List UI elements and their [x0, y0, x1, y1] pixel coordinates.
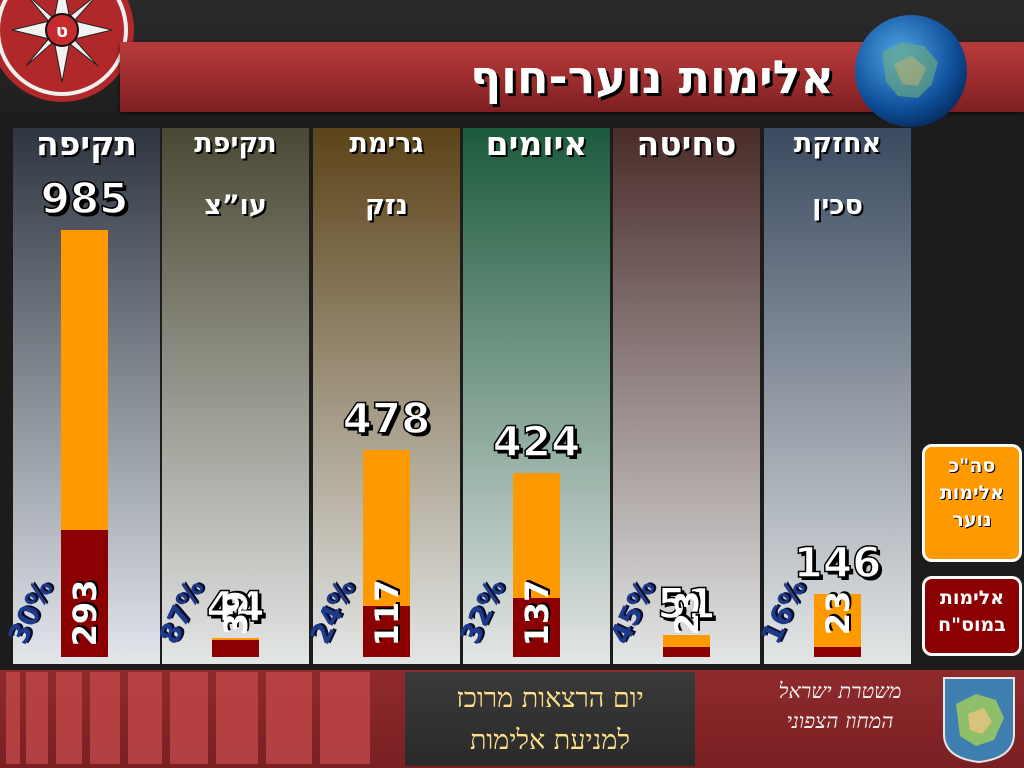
footer-stripe	[56, 672, 82, 764]
legend-total: סה"כ אלימות נוער	[922, 444, 1022, 562]
category-label: אחזקת	[793, 128, 882, 159]
category-label: סחיטה	[636, 124, 737, 163]
police-emblem-icon: ט	[0, 0, 134, 102]
globe-logo-icon	[855, 15, 967, 127]
footer-stripe	[320, 672, 370, 764]
bar-total	[814, 593, 861, 657]
bar-violent	[61, 530, 108, 657]
footer-stripe	[266, 672, 312, 764]
footer-org-line2: המחוז הצפוני	[786, 709, 894, 733]
total-value-label: 985	[40, 174, 129, 225]
category-label-line2: עו”צ	[204, 190, 267, 221]
footer-org: משטרת ישראל המחוז הצפוני	[745, 676, 935, 736]
violent-value-label: 23	[667, 590, 706, 636]
category-label: תקיפה	[36, 124, 137, 163]
violent-value-label: 137	[517, 579, 556, 647]
category-label: איומים	[485, 124, 588, 163]
column-panel: תקיפת עו”צ	[162, 128, 309, 664]
footer-stripe	[170, 672, 208, 764]
category-label-line2: סכין	[812, 190, 863, 221]
column-panel: אחזקת סכין	[764, 128, 911, 664]
legend-total-label: סה"כ אלימות נוער	[939, 455, 1004, 531]
total-value-label: 44	[206, 581, 266, 632]
total-value-label: 424	[492, 417, 581, 468]
violent-value-label: 293	[65, 579, 104, 647]
column-panel: סחיטה	[613, 124, 760, 664]
total-value-label: 51	[657, 578, 717, 629]
total-value-label: 478	[342, 393, 431, 444]
category-label-line2: נזק	[365, 190, 408, 221]
bar-violent	[363, 606, 410, 657]
bar-violent	[663, 647, 710, 657]
bar-violent	[212, 640, 259, 657]
violent-value-label: 23	[818, 590, 857, 636]
total-value-label: 146	[793, 537, 882, 588]
violent-value-label: 39	[216, 590, 255, 636]
footer-event-line2: למניעת אלימות	[469, 725, 631, 756]
footer-event-line1: יום הרצאות מרוכז	[456, 683, 644, 714]
violent-value-label: 117	[367, 579, 406, 647]
district-logo-icon	[943, 677, 1015, 764]
legend-violent: אלימות במוס"ח	[922, 576, 1022, 656]
svg-text:ט: ט	[56, 21, 68, 42]
footer-stripe	[26, 672, 48, 764]
footer-org-line1: משטרת ישראל	[778, 679, 902, 703]
footer-stripe	[128, 672, 162, 764]
legend-violent-label: אלימות במוס"ח	[938, 587, 1006, 636]
footer-event: יום הרצאות מרוכז למניעת אלימות	[405, 672, 695, 766]
bar-violent	[814, 647, 861, 657]
category-label: גרימת	[349, 128, 424, 159]
bar-violent	[513, 597, 560, 657]
category-label: תקיפת	[194, 128, 277, 159]
page-title: אלימות נוער-חוף	[470, 50, 834, 104]
footer-stripe	[6, 672, 20, 764]
footer-stripe	[90, 672, 120, 764]
footer-stripe	[216, 672, 258, 764]
